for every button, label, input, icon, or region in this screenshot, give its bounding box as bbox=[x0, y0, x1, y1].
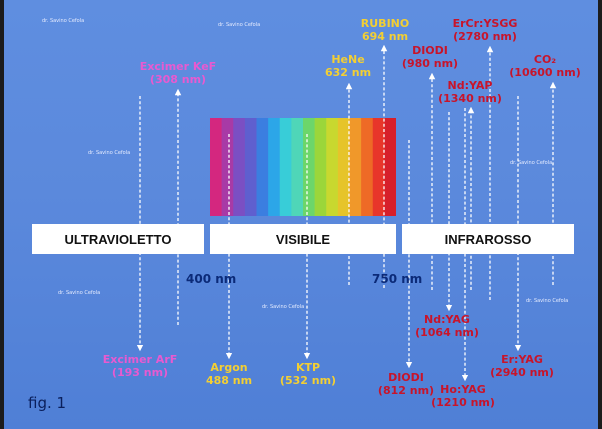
visible-spectrum-strip bbox=[210, 118, 396, 216]
marker-750nm: 750 nm bbox=[372, 272, 423, 286]
spectrum-stripe bbox=[279, 118, 292, 216]
spectrum-stripe bbox=[291, 118, 304, 216]
label-ndyap: Nd:YAP (1340 nm) bbox=[438, 79, 502, 105]
spectrum-stripe bbox=[210, 118, 223, 216]
label-ercr-ysgg: ErCr:YSGG (2780 nm) bbox=[452, 17, 518, 43]
label-excimer-kef: Excimer KeF (308 nm) bbox=[139, 60, 217, 86]
label-diodi-812: DIODI (812 nm) bbox=[377, 371, 435, 397]
spectrum-stripe bbox=[233, 118, 246, 216]
watermark: dr. Savino Cefola bbox=[526, 298, 569, 304]
label-diodi-980: DIODI (980 nm) bbox=[401, 44, 459, 70]
spectrum-stripe bbox=[372, 118, 385, 216]
label-co2: CO₂ (10600 nm) bbox=[509, 53, 581, 79]
label-argon: Argon 488 nm bbox=[205, 361, 253, 387]
band-visible: VISIBILE bbox=[210, 224, 396, 254]
watermark: dr. Savino Cefola bbox=[262, 304, 305, 310]
spectrum-stripe bbox=[349, 118, 362, 216]
label-hoyag: Ho:YAG (1210 nm) bbox=[431, 383, 495, 409]
label-ndyag: Nd:YAG (1064 nm) bbox=[415, 313, 479, 339]
watermark: dr. Savino Cefola bbox=[510, 160, 553, 166]
spectrum-stripe bbox=[326, 118, 339, 216]
label-rubino: RUBINO 694 nm bbox=[360, 17, 410, 43]
watermark: dr. Savino Cefola bbox=[88, 150, 131, 156]
spectrum-stripe bbox=[268, 118, 281, 216]
label-eryag: Er:YAG (2940 nm) bbox=[490, 353, 554, 379]
watermark: dr. Savino Cefola bbox=[218, 22, 261, 28]
label-excimer-arf: Excimer ArF (193 nm) bbox=[102, 353, 178, 379]
band-ultraviolet: ULTRAVIOLETTO bbox=[32, 224, 204, 254]
slide: ULTRAVIOLETTO VISIBILE INFRAROSSO 400 nm… bbox=[4, 0, 598, 429]
label-hene: HeNe 632 nm bbox=[324, 53, 372, 79]
spectrum-stripe bbox=[361, 118, 374, 216]
band-infrared: INFRAROSSO bbox=[402, 224, 574, 254]
watermark: dr. Savino Cefola bbox=[42, 18, 85, 24]
spectrum-stripe bbox=[244, 118, 258, 216]
marker-400nm: 400 nm bbox=[186, 272, 237, 286]
spectrum-stripe bbox=[384, 118, 396, 216]
spectrum-stripe bbox=[314, 118, 327, 216]
spectrum-stripe bbox=[256, 118, 269, 216]
spectrum-stripe bbox=[303, 118, 316, 216]
spectrum-stripe bbox=[221, 118, 234, 216]
spectrum-stripe bbox=[337, 118, 351, 216]
label-ktp: KTP (532 nm) bbox=[279, 361, 337, 387]
watermark: dr. Savino Cefola bbox=[58, 290, 101, 296]
figure-label: fig. 1 bbox=[28, 394, 67, 412]
